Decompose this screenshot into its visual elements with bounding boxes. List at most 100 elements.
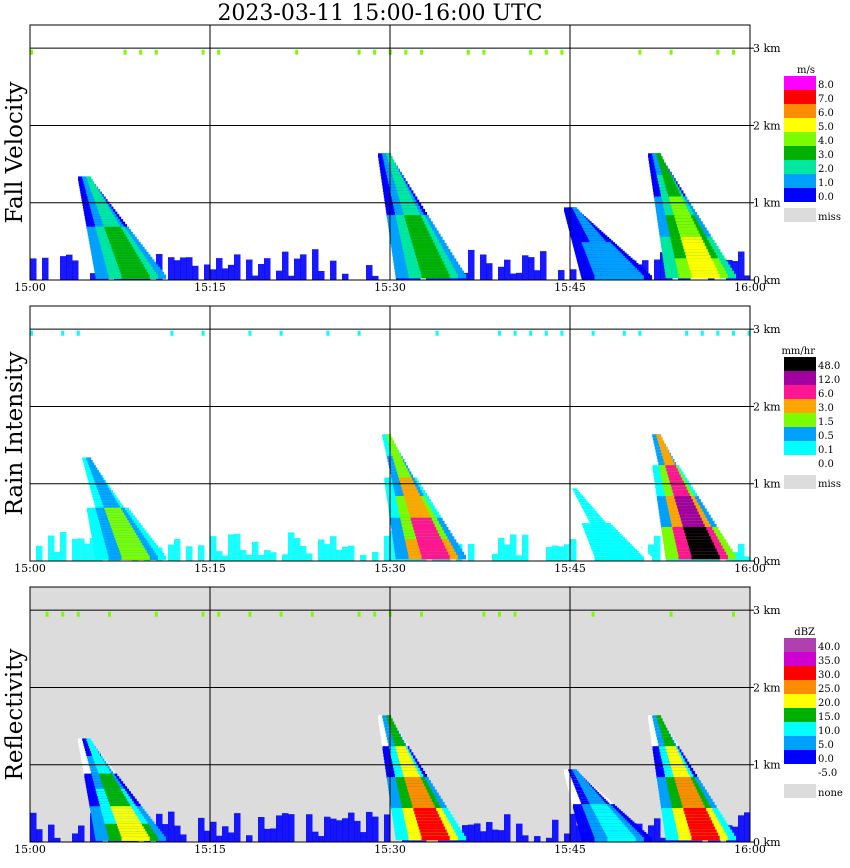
precip-cell [657, 718, 663, 723]
precip-cell [412, 523, 435, 529]
precip-cell [113, 813, 137, 819]
precip-cell [87, 740, 93, 746]
precip-cell [210, 821, 217, 842]
precip-cell [354, 820, 361, 842]
precip-cell [661, 733, 671, 739]
precip-cell [404, 777, 422, 782]
precip-cell [657, 156, 663, 161]
precip-cell [102, 502, 119, 508]
precip-cell [90, 537, 97, 561]
precip-cell [675, 499, 693, 504]
precip-cell [168, 544, 175, 561]
x-tick-label: 15:15 [194, 843, 226, 856]
precip-cell [414, 249, 438, 254]
precip-cell [405, 218, 423, 223]
colorbar-swatch [784, 413, 816, 427]
precip-cell [528, 257, 535, 280]
precip-cell [400, 202, 416, 208]
precip-cell [357, 330, 361, 336]
precip-cell [99, 773, 113, 779]
precip-cell [409, 795, 431, 801]
precip-cell [513, 330, 517, 336]
precip-cell [732, 49, 735, 55]
precip-cell [394, 743, 405, 748]
precip-cell [529, 49, 533, 55]
precip-cell [384, 814, 391, 842]
precip-cell [654, 818, 661, 842]
precip-cell [92, 475, 102, 480]
colorbar-label: 1.5 [818, 417, 834, 428]
precip-cell [110, 806, 132, 811]
precip-cell [82, 176, 91, 181]
precip-cell [654, 259, 661, 280]
precip-cell [687, 823, 714, 828]
precip-cell [498, 330, 501, 336]
precip-cell [403, 212, 420, 217]
precip-cell [686, 536, 711, 541]
precip-cell [113, 251, 137, 257]
precip-cell [112, 811, 135, 816]
precip-cell [116, 821, 141, 826]
precip-cell [391, 733, 401, 739]
precip-cell [87, 459, 93, 465]
precip-cell [342, 818, 349, 842]
precip-cell [684, 811, 708, 816]
precip-cell [391, 171, 401, 177]
colorbar-swatch [784, 475, 816, 489]
precip-cell [638, 330, 642, 336]
precip-cell [248, 330, 252, 336]
precip-cell [417, 539, 443, 544]
precip-cell [90, 189, 99, 194]
precip-cell [687, 258, 713, 263]
precip-cell [411, 801, 434, 807]
precip-cell [664, 462, 675, 467]
precip-cell [60, 256, 67, 280]
precip-cell [109, 803, 131, 809]
y-tick-label: 3 km [753, 323, 781, 336]
precip-cell [659, 443, 666, 449]
precip-cell [408, 792, 429, 798]
precip-cell [482, 49, 486, 55]
precip-cell [111, 246, 134, 252]
precip-cell [552, 819, 559, 842]
precip-cell [408, 789, 428, 794]
precip-cell [201, 611, 205, 617]
precip-cell [109, 522, 131, 528]
precip-cell [660, 449, 669, 455]
precip-cell [110, 525, 132, 530]
precip-cell [468, 543, 475, 561]
colorbar-swatch [784, 118, 816, 132]
precip-cell [116, 259, 141, 264]
colorbar-swatch [784, 160, 816, 174]
precip-cell [513, 611, 517, 617]
precip-cell [342, 546, 349, 561]
precip-cell [663, 178, 674, 183]
precip-cell [54, 551, 61, 561]
precip-cell [310, 611, 314, 617]
precip-cell [366, 265, 373, 280]
precip-cell [408, 508, 428, 513]
colorbar-label: none [818, 788, 843, 799]
precip-cell [88, 462, 95, 467]
precip-cell [109, 241, 131, 247]
precip-cell [388, 721, 395, 726]
precip-cell [392, 736, 402, 742]
colorbar-swatch [784, 666, 816, 680]
precip-cell [48, 824, 55, 842]
precip-cell [204, 830, 211, 842]
precip-cell [420, 832, 449, 838]
precip-cell [677, 786, 696, 791]
precip-cell [558, 270, 565, 280]
precip-cell [682, 523, 705, 529]
precip-cell [222, 826, 229, 842]
precip-cell [390, 449, 399, 455]
precip-cell [486, 822, 493, 842]
precip-cell [91, 191, 101, 196]
precip-cell [406, 221, 425, 226]
precip-cell [98, 771, 111, 776]
precip-cell [668, 755, 681, 760]
precip-cell [118, 547, 146, 553]
precip-cell [659, 162, 666, 168]
precip-cell [97, 206, 110, 212]
precip-cell [685, 533, 710, 538]
